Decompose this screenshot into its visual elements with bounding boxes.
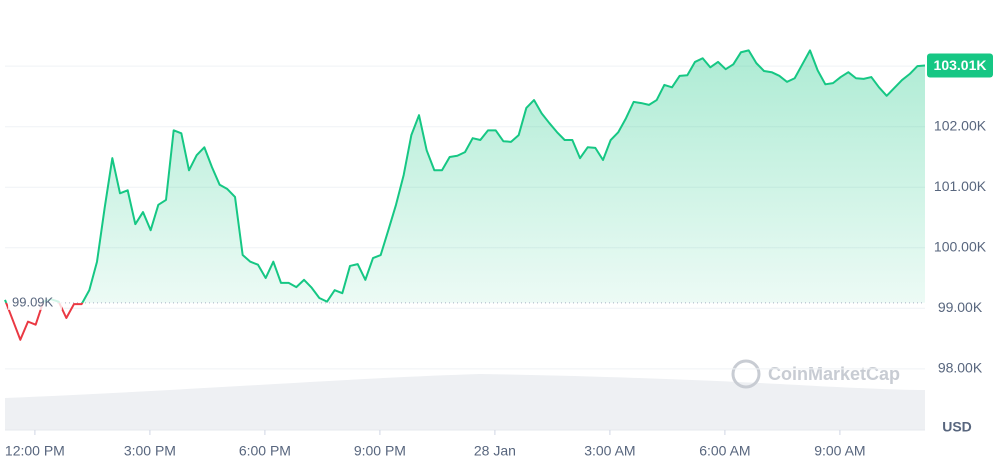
y-tick-label: 99.00K [938,299,983,315]
y-tick-label: 98.00K [938,360,983,376]
y-tick-label: 102.00K [934,117,987,133]
x-tick-label: 6:00 PM [239,443,291,459]
baseline-label-bg [8,293,62,310]
y-tick-label: 100.00K [934,238,987,254]
x-tick-label: 9:00 PM [354,443,406,459]
price-area [5,50,925,303]
last-price-badge [927,53,993,78]
x-tick-label: 3:00 PM [124,443,176,459]
volume-area [5,374,925,430]
baseline-label: 99.09K [12,294,54,309]
x-tick-label: 28 Jan [474,443,516,459]
x-tick-label: 6:00 AM [699,443,750,459]
watermark-text: CoinMarketCap [768,364,900,384]
last-price-label: 103.01K [934,57,987,73]
x-tick-label: 9:00 AM [814,443,865,459]
y-axis-label: USD [942,419,972,435]
x-tick-label: 3:00 AM [584,443,635,459]
x-tick-label: 12:00 PM [5,443,65,459]
price-line-up [4,49,926,303]
y-tick-label: 101.00K [934,178,987,194]
